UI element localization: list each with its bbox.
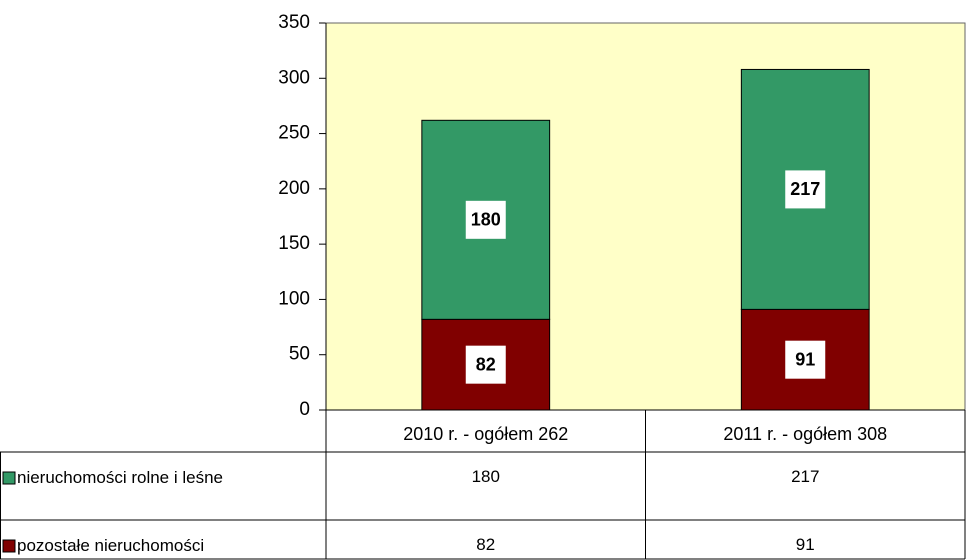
legend-label: nieruchomości rolne i leśne xyxy=(17,468,223,487)
y-tick-label: 350 xyxy=(278,12,310,33)
y-tick-label: 100 xyxy=(278,288,310,309)
category-label: 2011 r. - ogółem 308 xyxy=(723,424,888,444)
y-tick-label: 250 xyxy=(278,123,310,144)
legend-label: pozostałe nieruchomości xyxy=(17,536,205,555)
data-label-box xyxy=(465,345,506,384)
legend-key xyxy=(2,539,16,553)
data-label: 217 xyxy=(790,179,820,199)
data-label-box xyxy=(785,340,826,379)
data-label: 82 xyxy=(476,354,496,374)
y-tick-label: 300 xyxy=(278,67,310,88)
table-value: 180 xyxy=(471,467,500,486)
y-tick-label: 150 xyxy=(278,233,310,254)
data-label: 180 xyxy=(471,210,501,230)
table-value: 82 xyxy=(476,535,496,554)
table-value: 91 xyxy=(795,535,815,554)
y-tick-label: 0 xyxy=(299,399,310,420)
data-label-box xyxy=(785,170,826,209)
data-label-box xyxy=(465,200,506,239)
category-label: 2010 r. - ogółem 262 xyxy=(403,424,569,444)
y-tick-label: 200 xyxy=(278,178,310,199)
y-tick-label: 50 xyxy=(289,344,310,365)
table-value: 217 xyxy=(791,467,820,486)
legend-key xyxy=(2,471,16,485)
data-label: 91 xyxy=(795,349,815,369)
